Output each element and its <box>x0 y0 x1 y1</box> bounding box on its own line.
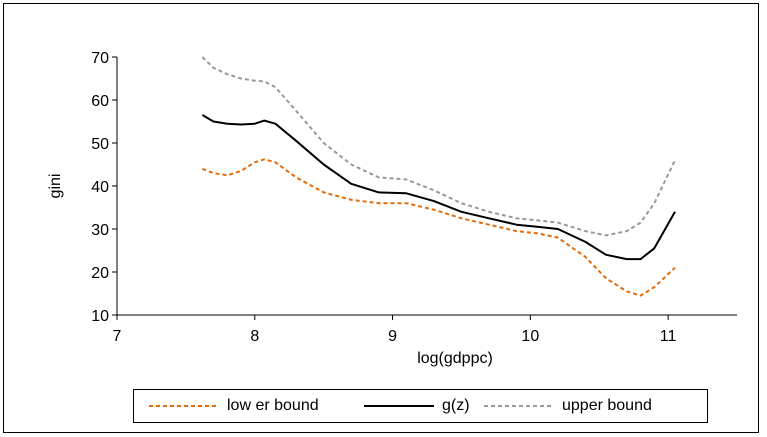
legend-swatch-lower-bound <box>149 405 219 407</box>
legend: low er bound g(z) upper bound <box>133 389 708 423</box>
y-tick-label: 30 <box>91 222 109 239</box>
legend-swatch-upper-bound <box>484 405 554 407</box>
x-tick-label: 8 <box>250 328 259 345</box>
x-tick-label: 9 <box>388 328 397 345</box>
y-tick-label: 60 <box>91 93 109 110</box>
legend-item-lower-bound: low er bound <box>149 396 319 416</box>
legend-label-upper-bound: upper bound <box>562 397 652 414</box>
x-tick-label: 10 <box>521 328 539 345</box>
y-tick-label: 10 <box>91 308 109 325</box>
legend-swatch-gz <box>364 405 434 407</box>
legend-label-lower-bound: low er bound <box>227 397 319 414</box>
x-tick-label: 11 <box>660 328 677 345</box>
y-tick-label: 40 <box>91 179 109 196</box>
legend-item-gz: g(z) <box>364 396 470 416</box>
axes <box>112 56 737 320</box>
series-lines <box>201 56 676 297</box>
series-line-2 <box>201 56 676 237</box>
series-line-0 <box>202 158 676 297</box>
y-tick-label: 20 <box>91 265 109 282</box>
legend-label-gz: g(z) <box>442 397 470 414</box>
x-tick-label: 7 <box>113 328 122 345</box>
legend-item-upper-bound: upper bound <box>484 396 652 416</box>
chart-frame <box>3 3 759 433</box>
y-tick-label: 50 <box>91 136 109 153</box>
tick-labels: 10 20 30 40 50 60 70 7 8 9 10 11 <box>91 50 676 345</box>
x-axis-title: log(gdppc) <box>417 350 493 367</box>
y-axis-title: gini <box>47 174 64 199</box>
series-line-1 <box>201 114 676 261</box>
y-tick-label: 70 <box>91 50 109 67</box>
